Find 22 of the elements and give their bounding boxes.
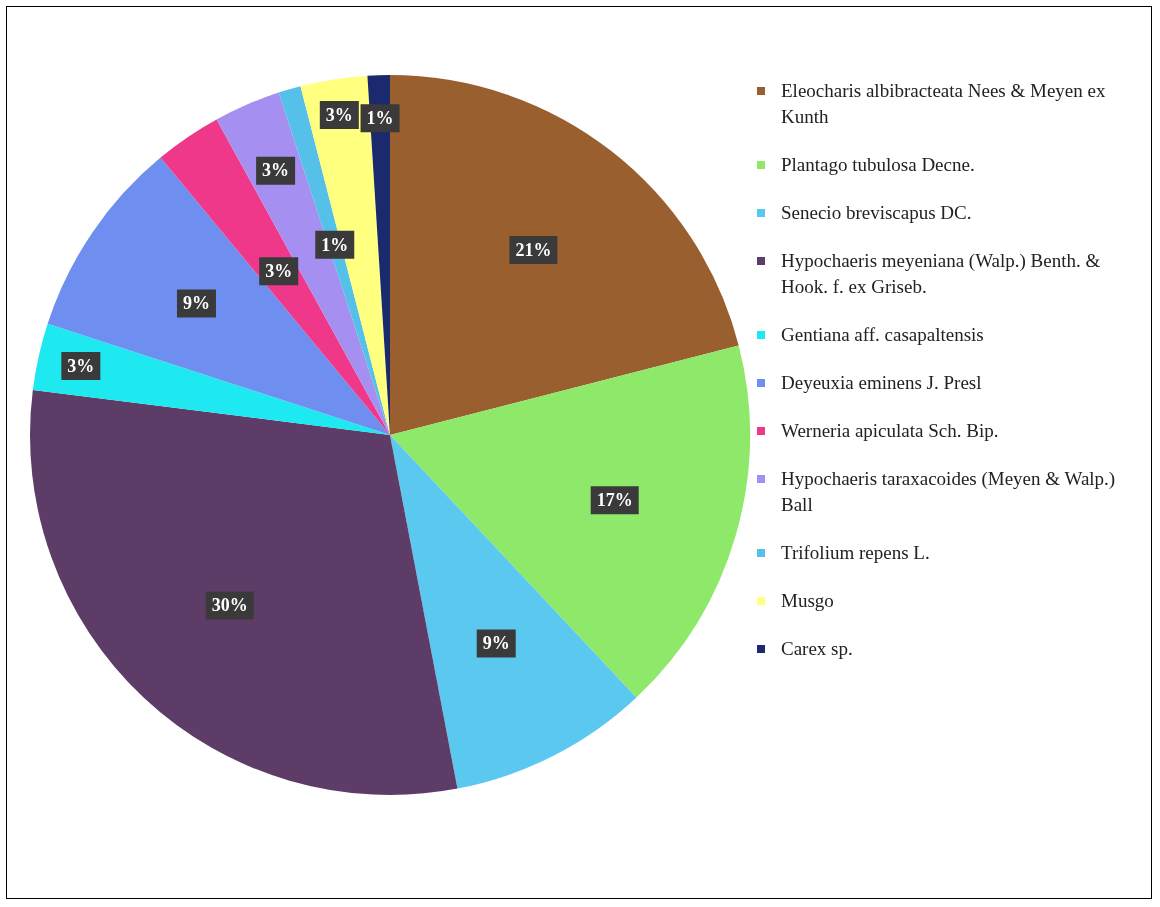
legend-label: Carex sp. [781, 638, 853, 659]
data-label: 1% [321, 234, 349, 255]
legend-label: Trifolium repens L. [781, 542, 930, 563]
data-label: 30% [211, 595, 248, 616]
data-label: 3% [262, 160, 290, 181]
legend-label: Eleocharis albibracteata Nees & Meyen ex Kunth [781, 80, 1106, 127]
data-label: 3% [265, 260, 293, 281]
legend-label: Deyeuxia eminens J. Presl [781, 372, 982, 393]
legend-label: Werneria apiculata Sch. Bip. [781, 420, 999, 441]
data-label: 17% [596, 489, 633, 510]
data-label: 9% [482, 633, 510, 654]
data-label: 21% [515, 239, 552, 260]
data-label: 3% [325, 104, 353, 125]
data-label: 1% [366, 108, 394, 129]
legend-label: Gentiana aff. casapaltensis [781, 324, 984, 345]
legend-label: Hypochaeris taraxacoides (Meyen & Walp.) Ball [781, 468, 1116, 515]
legend-label: Plantago tubulosa Decne. [781, 154, 975, 175]
legend-label: Hypochaeris meyeniana (Walp.) Benth. & Hook. f. ex Griseb. [781, 250, 1101, 297]
data-label: 9% [182, 293, 210, 314]
data-label: 3% [67, 355, 95, 376]
legend-label: Musgo [781, 590, 834, 611]
legend-label: Senecio breviscapus DC. [781, 202, 972, 223]
